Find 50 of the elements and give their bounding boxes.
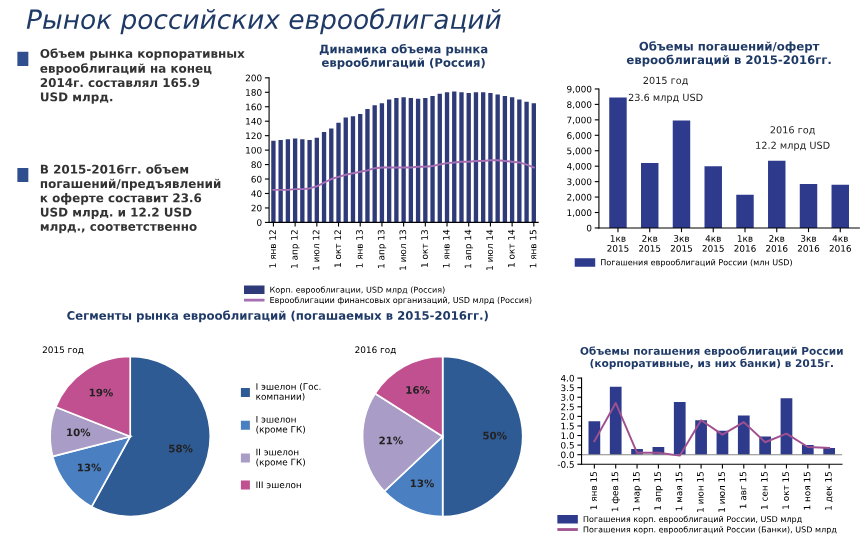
- bar: [609, 97, 627, 228]
- bar: [372, 105, 377, 223]
- bar: [415, 98, 421, 223]
- line-series: [593, 402, 831, 457]
- bar: [609, 386, 622, 455]
- bar: [358, 113, 363, 223]
- bar: [531, 103, 536, 223]
- bar: [278, 140, 283, 223]
- bar: [271, 140, 276, 223]
- text: Рынок российских еврооблигаций: [26, 8, 501, 35]
- bar: [401, 97, 406, 223]
- bar: [285, 139, 291, 223]
- bar: [365, 108, 370, 223]
- bar: [509, 97, 515, 223]
- bar: [444, 92, 450, 223]
- bar: [588, 421, 601, 455]
- bar: [466, 93, 471, 223]
- bar: [430, 95, 435, 223]
- bar: [300, 139, 305, 223]
- bar: [672, 120, 691, 228]
- bar: [517, 99, 522, 223]
- bar: [481, 92, 486, 223]
- line-series: [272, 159, 535, 191]
- bar: [695, 420, 707, 455]
- bar: [459, 92, 464, 223]
- bar: [437, 93, 442, 223]
- bar: [831, 184, 849, 228]
- bar: [799, 183, 818, 228]
- bar: [737, 415, 750, 455]
- bar: [641, 163, 659, 228]
- bar: [452, 91, 457, 223]
- bar: [336, 122, 341, 223]
- bar: [524, 101, 529, 223]
- bar: [502, 95, 508, 223]
- bar: [768, 160, 786, 228]
- bar: [350, 116, 356, 223]
- bar: [495, 94, 500, 223]
- bar: [423, 98, 428, 223]
- bar: [307, 140, 312, 223]
- bar: [394, 98, 399, 223]
- bar: [408, 98, 414, 223]
- bar: [329, 128, 334, 223]
- bar: [704, 166, 722, 228]
- bar: [673, 402, 686, 455]
- bar: [488, 93, 493, 223]
- bar: [736, 194, 754, 228]
- bar: [473, 92, 479, 223]
- bar: [379, 103, 385, 223]
- bar: [386, 99, 392, 223]
- bar: [343, 117, 348, 223]
